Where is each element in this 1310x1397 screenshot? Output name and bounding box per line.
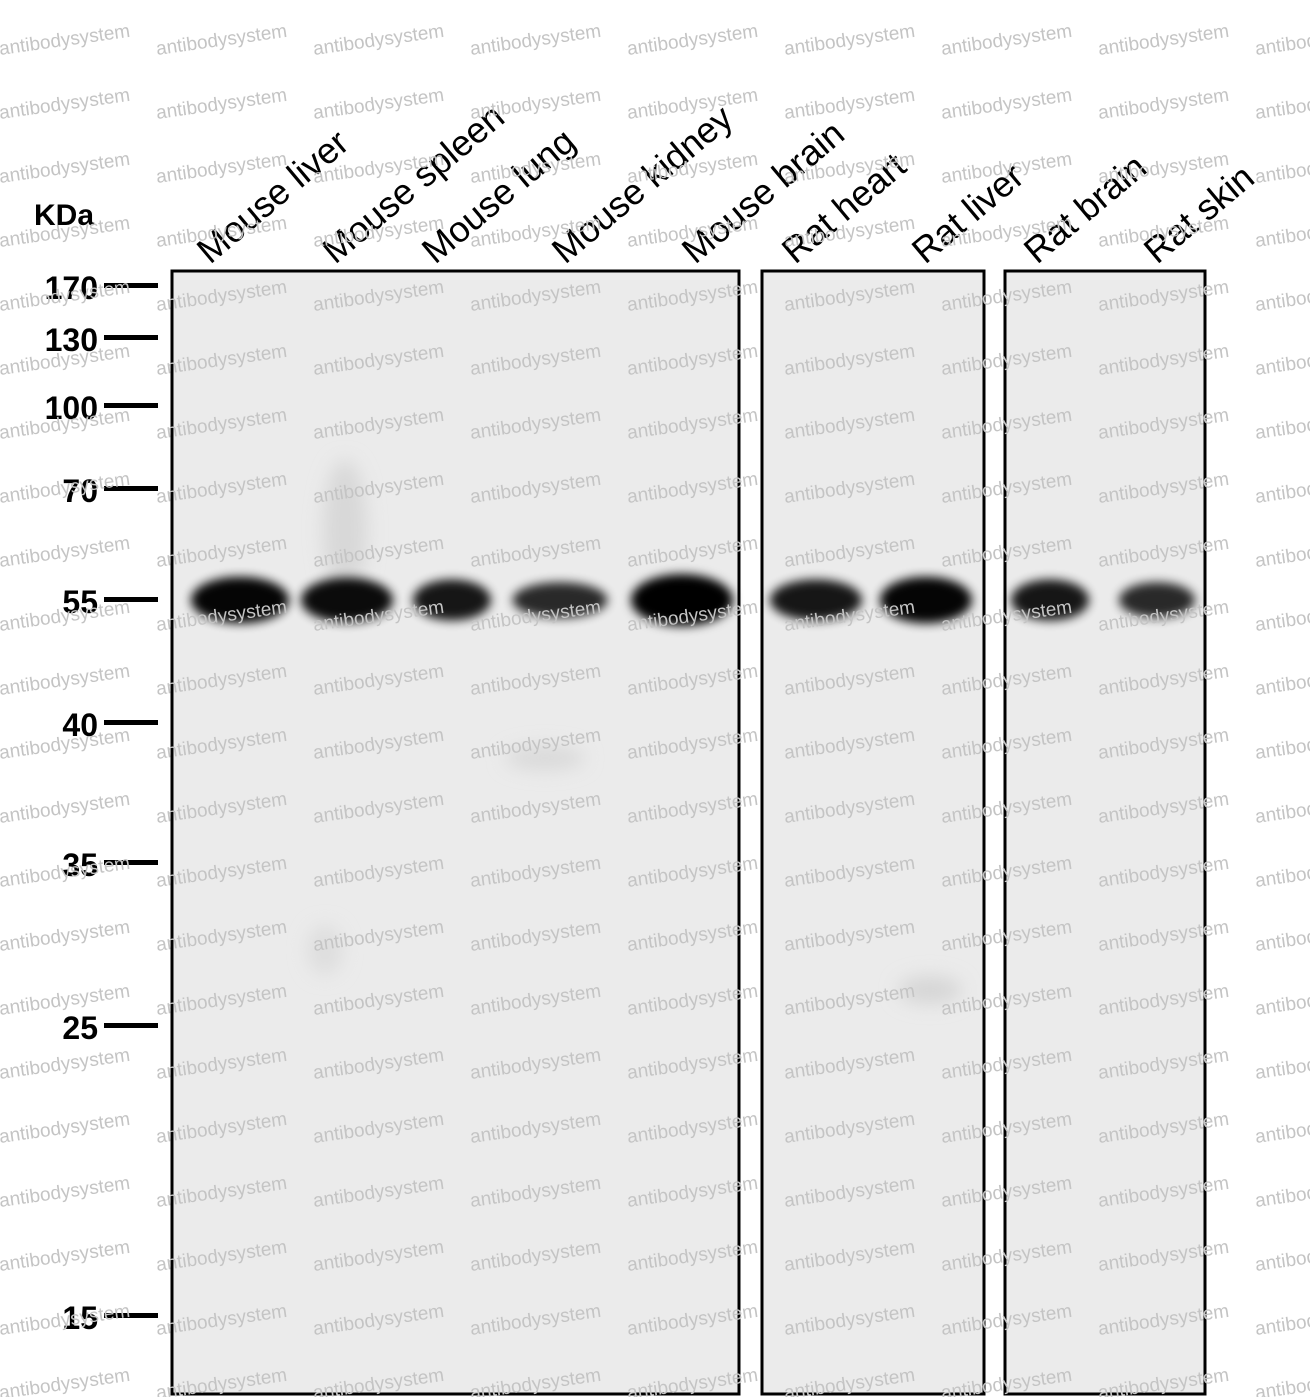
marker-label-35: 35 [62,847,98,883]
membrane-panel-3 [1003,269,1207,1396]
marker-label-130: 130 [45,322,98,358]
watermark-text: antibodysystem [155,85,289,124]
marker-label-55: 55 [62,584,98,620]
bands-group [191,574,1195,626]
band-mouse-kidney [512,582,608,618]
watermark-text: antibodysystem [1254,341,1310,380]
band-mouse-liver [191,576,289,624]
marker-tick-130 [104,335,158,340]
watermark-text: antibodysystem [1254,1301,1310,1340]
watermark-text: antibodysystem [0,917,131,956]
marker-tick-35 [104,860,158,865]
watermark-text: antibodysystem [1254,1237,1310,1276]
watermark-text: antibodysystem [1254,1173,1310,1212]
watermark-text: antibodysystem [469,85,603,124]
watermark-text: antibodysystem [0,149,131,188]
membrane-panel-2 [760,269,986,1396]
watermark-text: antibodysystem [0,85,131,124]
watermark-text: antibodysystem [0,1173,131,1212]
watermark-text: antibodysystem [0,789,131,828]
watermark-text: antibodysystem [1254,405,1310,444]
watermark-text: antibodysystem [940,85,1074,124]
watermark-text: antibodysystem [1254,1365,1310,1397]
watermark-text: antibodysystem [469,21,603,60]
watermark-text: antibodysystem [1254,789,1310,828]
watermark-text: antibodysystem [0,533,131,572]
band-rat-skin [1119,582,1195,618]
watermark-text: antibodysystem [1254,213,1310,252]
marker-label-100: 100 [45,390,98,426]
watermark-text: antibodysystem [1254,1045,1310,1084]
marker-label-25: 25 [62,1010,98,1046]
watermark-text: antibodysystem [1254,277,1310,316]
watermark-text: antibodysystem [312,85,446,124]
watermark-text: antibodysystem [1254,917,1310,956]
watermark-text: antibodysystem [626,21,760,60]
marker-tick-15 [104,1313,158,1318]
watermark-text: antibodysystem [1254,981,1310,1020]
marker-tick-170 [104,283,158,288]
watermark-text: antibodysystem [1254,661,1310,700]
watermark-text: antibodysystem [0,1237,131,1276]
marker-label-170: 170 [45,270,98,306]
marker-tick-70 [104,486,158,491]
watermark-text: antibodysystem [0,1109,131,1148]
watermark-text: antibodysystem [0,1045,131,1084]
band-rat-brain [1011,579,1089,621]
watermark-text: antibodysystem [783,85,917,124]
watermark-text: antibodysystem [1254,149,1310,188]
marker-ladder: 170 130 100 70 55 40 35 25 15 [45,270,158,1336]
watermark-text: antibodysystem [1254,853,1310,892]
marker-tick-55 [104,597,158,602]
watermark-text: antibodysystem [155,21,289,60]
band-rat-liver [880,576,972,624]
background-artifacts [307,460,962,1004]
watermark-text: antibodysystem [1254,597,1310,636]
watermark-text: antibodysystem [312,21,446,60]
watermark-text: antibodysystem [1254,1109,1310,1148]
watermark-text: antibodysystem [1097,21,1231,60]
band-mouse-lung [413,579,491,621]
watermark-text: antibodysystem [0,1365,131,1397]
watermark-text: antibodysystem [1254,85,1310,124]
watermark-text: antibodysystem [1254,469,1310,508]
band-mouse-brain [631,574,733,626]
band-rat-heart [770,579,862,621]
marker-tick-25 [104,1023,158,1028]
marker-tick-40 [104,720,158,725]
watermark-text: antibodysystem [1254,21,1310,60]
watermark-text: antibodysystem [1097,85,1231,124]
watermark-text: antibodysystem [0,661,131,700]
marker-label-15: 15 [62,1300,98,1336]
unit-label: KDa [34,199,94,232]
marker-label-70: 70 [62,473,98,509]
watermark-text: antibodysystem [783,21,917,60]
marker-label-40: 40 [62,707,98,743]
watermark-text: antibodysystem [940,21,1074,60]
watermark-text: antibodysystem [1254,725,1310,764]
marker-tick-100 [104,403,158,408]
band-mouse-spleen [301,577,393,623]
watermark-text: antibodysystem [1254,533,1310,572]
watermark-text: antibodysystem [0,21,131,60]
membrane-panel-1 [170,269,741,1396]
